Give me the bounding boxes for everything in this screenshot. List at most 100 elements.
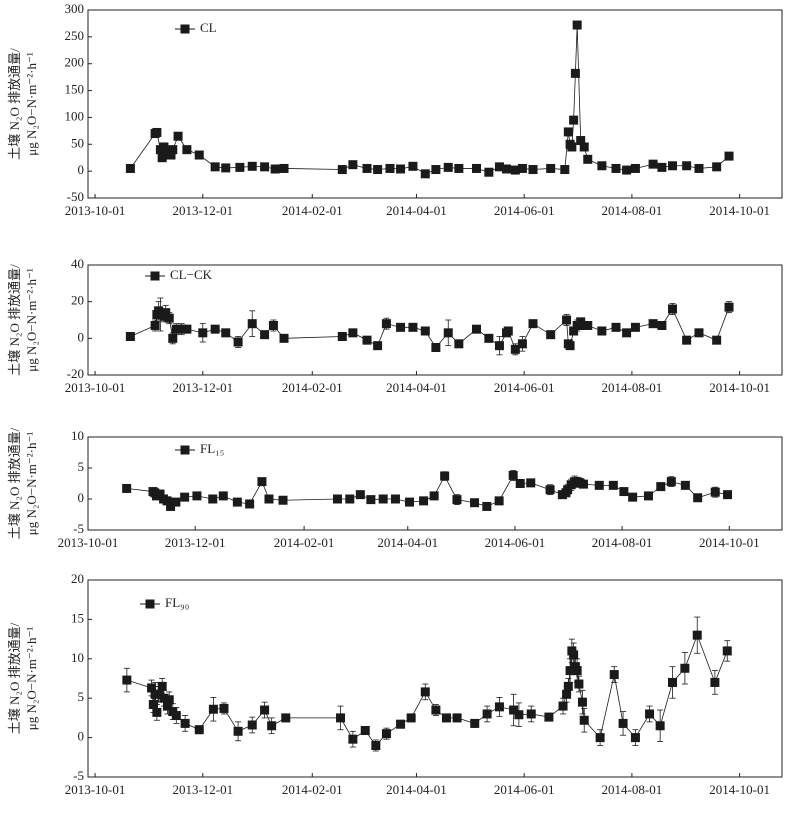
- x-tick-label: 2014-04-01: [377, 535, 438, 550]
- y-tick-label: 250: [65, 28, 85, 43]
- marker: [441, 713, 451, 723]
- marker: [608, 480, 618, 490]
- marker: [611, 163, 621, 173]
- marker: [396, 322, 406, 332]
- marker: [452, 713, 462, 723]
- marker: [570, 68, 580, 78]
- marker: [182, 145, 192, 155]
- marker: [528, 319, 538, 329]
- marker: [122, 483, 132, 493]
- marker: [494, 702, 504, 712]
- marker: [569, 115, 579, 125]
- x-tick-label: 2014-02-01: [282, 782, 343, 797]
- marker: [408, 161, 418, 171]
- marker: [419, 496, 429, 506]
- marker: [517, 163, 527, 173]
- x-tick-label: 2014-10-01: [709, 782, 770, 797]
- marker: [526, 478, 536, 488]
- x-tick-label: 2014-06-01: [494, 380, 555, 395]
- marker: [164, 695, 174, 705]
- marker: [619, 487, 629, 497]
- y-tick-label: 5: [78, 689, 85, 704]
- marker: [579, 715, 589, 725]
- x-tick-label: 2014-10-01: [709, 380, 770, 395]
- marker: [494, 162, 504, 172]
- marker: [366, 495, 376, 505]
- marker: [648, 159, 658, 169]
- marker: [452, 495, 462, 505]
- marker: [484, 167, 494, 177]
- y-axis-label: 土壤 N₂O 排放通量/: [7, 48, 22, 160]
- marker: [694, 328, 704, 338]
- marker: [569, 650, 579, 660]
- marker: [563, 485, 573, 495]
- marker: [182, 324, 192, 334]
- marker: [710, 487, 720, 497]
- marker: [260, 330, 270, 340]
- y-axis-label: μg N₂O−N·m⁻²·h⁻¹: [24, 268, 39, 372]
- marker: [192, 491, 202, 501]
- marker: [429, 491, 439, 501]
- marker: [337, 165, 347, 175]
- marker: [420, 326, 430, 336]
- marker: [164, 313, 174, 323]
- marker: [233, 726, 243, 736]
- marker: [609, 670, 619, 680]
- marker: [578, 479, 588, 489]
- marker: [171, 324, 181, 334]
- marker: [279, 333, 289, 343]
- marker: [560, 165, 570, 175]
- marker: [655, 721, 665, 731]
- marker: [348, 328, 358, 338]
- marker: [152, 707, 162, 717]
- marker: [484, 333, 494, 343]
- y-tick-label: 10: [71, 650, 84, 665]
- marker: [396, 719, 406, 729]
- y-axis-label: μg N₂O−N·m⁻²·h⁻¹: [24, 432, 39, 536]
- y-tick-label: 20: [71, 571, 84, 586]
- marker: [371, 740, 381, 750]
- x-tick-label: 2014-10-01: [709, 203, 770, 218]
- marker: [712, 162, 722, 172]
- y-tick-label: 5: [78, 459, 85, 474]
- marker: [390, 494, 400, 504]
- marker: [210, 324, 220, 334]
- marker: [509, 705, 519, 715]
- marker: [281, 713, 291, 723]
- marker: [373, 165, 383, 175]
- marker: [378, 494, 388, 504]
- marker: [471, 163, 481, 173]
- marker: [470, 498, 480, 508]
- marker: [454, 163, 464, 173]
- marker: [528, 165, 538, 175]
- x-tick-label: 2013-12-01: [172, 380, 233, 395]
- marker: [546, 330, 556, 340]
- marker: [147, 683, 157, 693]
- marker: [583, 154, 593, 164]
- x-tick-label: 2014-04-01: [386, 380, 447, 395]
- marker: [622, 328, 632, 338]
- marker: [348, 734, 358, 744]
- marker: [517, 339, 527, 349]
- marker: [171, 497, 181, 507]
- marker: [157, 153, 167, 163]
- marker: [712, 335, 722, 345]
- legend-marker: [145, 599, 155, 609]
- y-tick-label: -20: [67, 366, 84, 381]
- marker: [597, 161, 607, 171]
- x-tick-label: 2014-08-01: [602, 380, 663, 395]
- marker: [569, 326, 579, 336]
- marker: [260, 705, 270, 715]
- x-tick-label: 2014-08-01: [602, 782, 663, 797]
- marker: [510, 344, 520, 354]
- marker: [247, 161, 257, 171]
- marker: [544, 712, 554, 722]
- x-tick-label: 2014-06-01: [494, 782, 555, 797]
- marker: [125, 163, 135, 173]
- marker: [332, 494, 342, 504]
- plot-frame: [87, 9, 783, 199]
- x-tick-label: 2014-04-01: [386, 782, 447, 797]
- x-tick-label: 2014-06-01: [485, 535, 546, 550]
- y-tick-label: 200: [65, 55, 85, 70]
- y-axis-label: μg N₂O−N·m⁻²·h⁻¹: [24, 627, 39, 731]
